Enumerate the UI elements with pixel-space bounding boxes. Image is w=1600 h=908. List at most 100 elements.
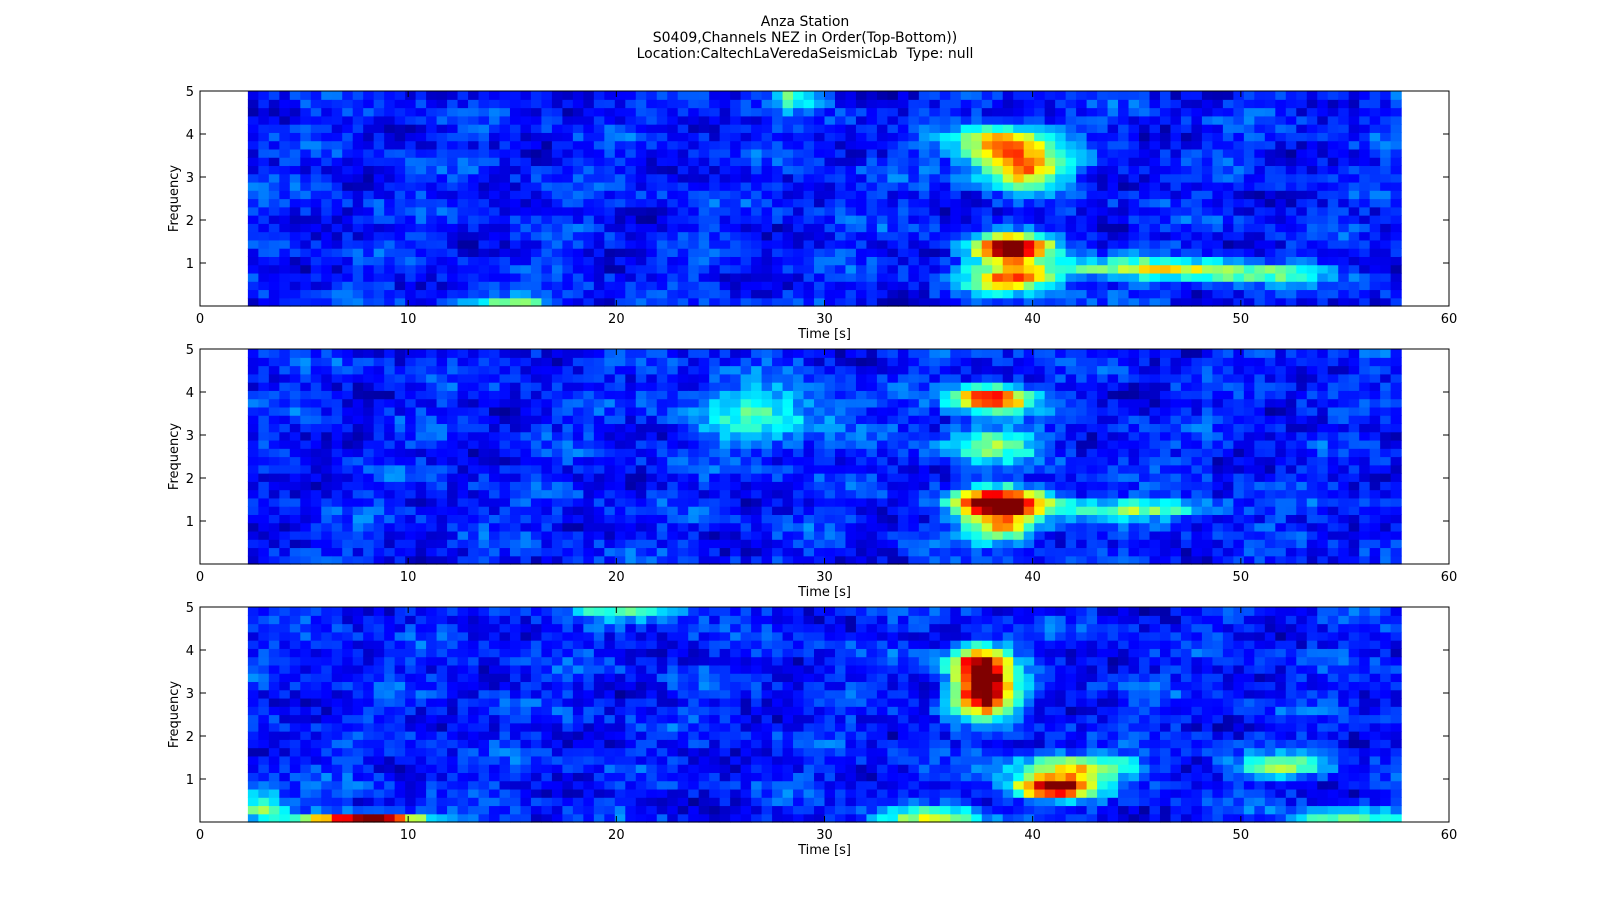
- heatmap-cell: [855, 365, 868, 375]
- heatmap-cell: [1023, 289, 1035, 299]
- heatmap-cell: [405, 157, 417, 167]
- heatmap-cell: [1023, 190, 1035, 200]
- heatmap-cell: [572, 181, 584, 191]
- heatmap-cell: [1023, 555, 1035, 565]
- heatmap-cell: [772, 173, 784, 183]
- heatmap-cell: [887, 431, 899, 441]
- heatmap-cell: [1212, 223, 1224, 233]
- heatmap-cell: [667, 506, 679, 515]
- heatmap-cell: [918, 398, 930, 408]
- heatmap-cell: [1359, 272, 1371, 282]
- heatmap-cell: [1390, 91, 1402, 100]
- heatmap-cell: [656, 423, 668, 433]
- heatmap-cell: [950, 165, 962, 175]
- heatmap-cell: [562, 473, 574, 482]
- heatmap-cell: [866, 223, 878, 233]
- heatmap-cell: [709, 473, 721, 482]
- heatmap-cell: [1180, 91, 1193, 100]
- heatmap-cell: [751, 431, 763, 441]
- heatmap-cell: [551, 231, 563, 241]
- heatmap-cell: [824, 140, 836, 150]
- heatmap-cell: [866, 390, 878, 400]
- heatmap-cell: [688, 215, 700, 224]
- heatmap-cell: [405, 115, 417, 125]
- heatmap-cell: [887, 206, 899, 216]
- heatmap-cell: [447, 140, 459, 150]
- heatmap-cell: [887, 539, 899, 549]
- heatmap-cell: [971, 256, 983, 266]
- heatmap-cell: [373, 522, 385, 532]
- heatmap-cell: [1222, 181, 1234, 191]
- heatmap-cell: [268, 456, 280, 466]
- heatmap-cell: [908, 215, 920, 224]
- heatmap-cell: [1254, 181, 1266, 191]
- heatmap-cell: [981, 256, 993, 266]
- heatmap-cell: [247, 272, 259, 282]
- heatmap-cell: [468, 365, 480, 375]
- heatmap-cell: [1369, 231, 1381, 241]
- heatmap-cell: [918, 289, 930, 299]
- heatmap-cell: [939, 373, 951, 383]
- heatmap-cell: [803, 99, 815, 109]
- heatmap-cell: [656, 248, 668, 257]
- heatmap-cell: [656, 406, 668, 416]
- heatmap-cell: [457, 547, 469, 557]
- heatmap-cell: [520, 439, 532, 449]
- heatmap-cell: [1013, 281, 1025, 291]
- heatmap-cell: [436, 406, 448, 416]
- heatmap-cell: [405, 140, 417, 150]
- heatmap-cell: [1055, 398, 1067, 408]
- heatmap-cell: [593, 390, 605, 400]
- heatmap-cell: [426, 506, 438, 515]
- heatmap-cell: [824, 181, 836, 191]
- heatmap-cell: [1254, 148, 1266, 158]
- heatmap-cell: [520, 91, 532, 100]
- heatmap-cell: [709, 107, 721, 117]
- heatmap-cell: [814, 231, 826, 241]
- heatmap-cell: [834, 506, 847, 515]
- heatmap-cell: [761, 248, 773, 257]
- heatmap-cell: [939, 481, 951, 491]
- heatmap-cell: [551, 439, 563, 449]
- heatmap-cell: [677, 514, 689, 524]
- heatmap-cell: [635, 373, 647, 383]
- heatmap-cell: [897, 223, 909, 233]
- heatmap-cell: [415, 349, 427, 358]
- heatmap-cell: [887, 281, 899, 291]
- heatmap-cell: [1107, 231, 1119, 241]
- heatmap-cell: [845, 415, 857, 425]
- heatmap-cell: [824, 522, 836, 532]
- heatmap-cell: [1013, 148, 1025, 158]
- heatmap-cell: [478, 157, 490, 167]
- heatmap-cell: [489, 256, 501, 266]
- heatmap-cell: [1002, 165, 1014, 175]
- heatmap-cell: [489, 181, 501, 191]
- heatmap-cell: [719, 239, 731, 249]
- heatmap-cell: [530, 173, 543, 183]
- heatmap-cell: [520, 181, 532, 191]
- heatmap-cell: [1254, 173, 1266, 183]
- heatmap-cell: [625, 473, 637, 482]
- heatmap-cell: [1201, 272, 1214, 282]
- heatmap-cell: [1128, 239, 1140, 249]
- heatmap-cell: [1002, 223, 1014, 233]
- heatmap-cell: [1128, 107, 1140, 117]
- heatmap-cell: [583, 115, 595, 125]
- heatmap-cell: [478, 173, 490, 183]
- heatmap-cell: [635, 555, 647, 565]
- heatmap-cell: [887, 365, 899, 375]
- heatmap-cell: [677, 215, 689, 224]
- heatmap-cell: [520, 390, 532, 400]
- heatmap-cell: [499, 489, 511, 499]
- heatmap-cell: [1013, 439, 1025, 449]
- heatmap-cell: [709, 289, 721, 299]
- heatmap-cell: [876, 248, 888, 257]
- heatmap-cell: [918, 281, 930, 291]
- heatmap-cell: [1023, 297, 1035, 307]
- heatmap-cell: [1076, 349, 1088, 358]
- heatmap-cell: [1076, 547, 1088, 557]
- heatmap-cell: [342, 481, 354, 491]
- heatmap-cell: [1076, 530, 1088, 540]
- heatmap-cell: [415, 256, 427, 266]
- heatmap-cell: [436, 398, 448, 408]
